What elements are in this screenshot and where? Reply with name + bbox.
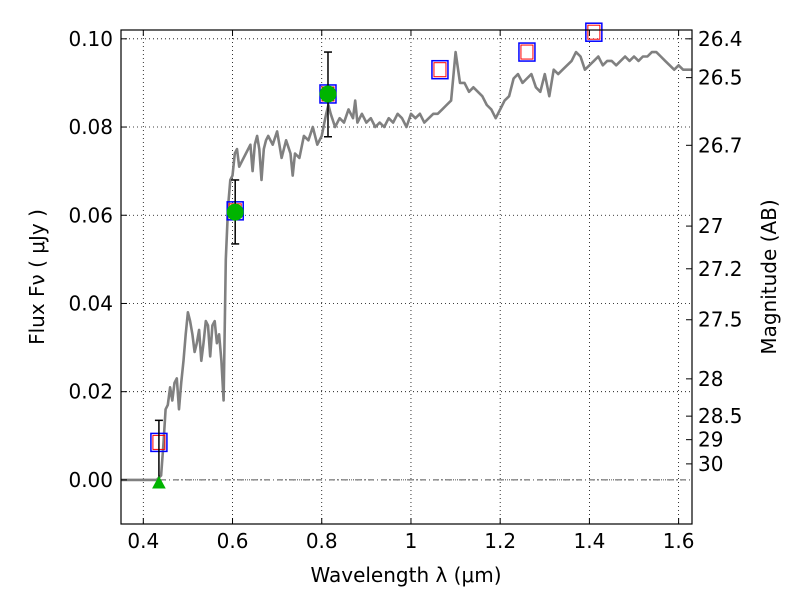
x-tick-label: 0.8	[306, 529, 338, 553]
model-flux-box-inner	[433, 62, 447, 78]
spectrum-line	[121, 50, 692, 482]
model-flux-box	[585, 22, 603, 42]
magnitude-tick-label: 28.5	[698, 404, 743, 428]
axis-ticks: 0.4 0.6 0.8 1 1.2 1.4 1.6 0.00 0.02 0.04 0.06 0.08 0…	[68, 27, 742, 553]
model-flux-box	[431, 59, 449, 80]
y-tick-label: 0.00	[68, 468, 113, 492]
magnitude-tick-label: 28	[698, 367, 723, 391]
grid	[121, 30, 692, 524]
y-tick-label: 0.02	[68, 380, 113, 404]
magnitude-tick-label: 26.4	[698, 27, 743, 51]
plot-frame	[120, 29, 693, 525]
x-tick-label: 0.4	[127, 529, 159, 553]
upper-limit-triangle	[152, 475, 166, 489]
magnitude-tick-label: 27.2	[698, 257, 743, 281]
y-tick-label: 0.06	[68, 203, 113, 227]
magnitude-tick-label: 27.5	[698, 308, 743, 332]
magnitude-tick-label: 30	[698, 452, 723, 476]
x-tick-label: 0.6	[217, 529, 249, 553]
right-axis-title: Magnitude (AB)	[757, 199, 781, 354]
plot-series	[121, 22, 692, 489]
model-flux-box-inner	[587, 24, 601, 40]
model-flux-box	[518, 42, 536, 62]
magnitude-tick-label: 27	[698, 214, 723, 238]
y-tick-label: 0.04	[68, 291, 113, 315]
x-tick-label: 1	[405, 529, 418, 553]
detected-flux-point	[226, 203, 244, 221]
y-axis-title: Flux Fν ( μJy )	[25, 209, 49, 345]
detected-flux-point	[319, 85, 337, 103]
y-tick-label: 0.10	[68, 27, 113, 51]
magnitude-tick-label: 26.7	[698, 133, 743, 157]
y-tick-label: 0.08	[68, 115, 113, 139]
x-axis-title: Wavelength λ (μm)	[310, 563, 501, 587]
x-tick-label: 1.6	[663, 529, 695, 553]
model-flux-box-inner	[520, 44, 534, 60]
x-tick-label: 1.2	[484, 529, 516, 553]
magnitude-tick-label: 26.5	[698, 66, 743, 90]
x-tick-label: 1.4	[573, 529, 605, 553]
magnitude-tick-label: 29	[698, 428, 723, 452]
